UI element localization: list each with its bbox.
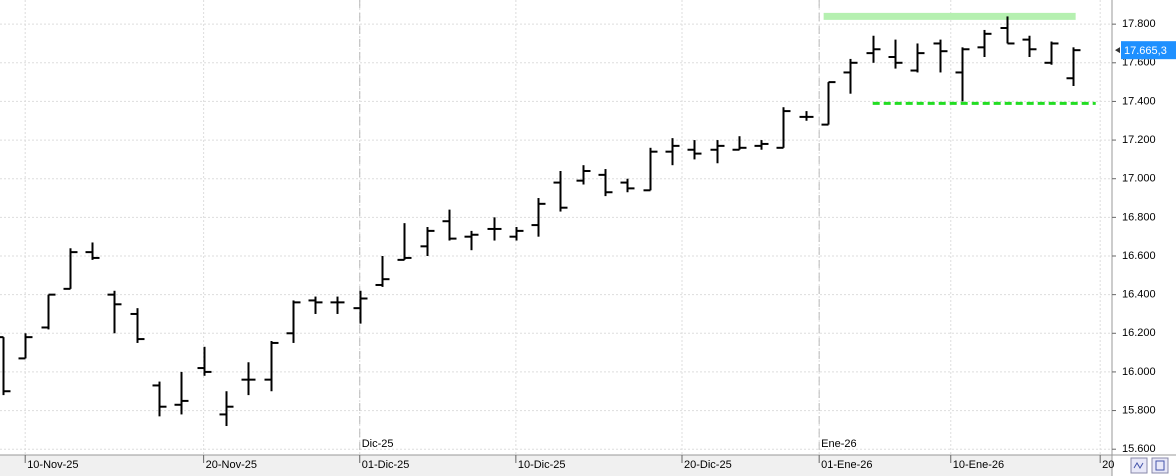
x-tick-label: 20 <box>1102 459 1114 471</box>
x-tick-label: 01-Dic-25 <box>362 459 410 471</box>
x-tick-label: 20-Dic-25 <box>684 459 732 471</box>
y-tick-label: 17.600 <box>1122 57 1156 69</box>
y-tick-label: 16.200 <box>1122 327 1156 339</box>
last-price-box <box>1121 41 1176 60</box>
last-price-pointer <box>1115 47 1120 54</box>
y-tick-label: 16.000 <box>1122 366 1156 378</box>
y-tick-label: 17.200 <box>1122 134 1156 146</box>
y-tick-label: 17.400 <box>1122 95 1156 107</box>
icon-glyph <box>1133 462 1144 469</box>
x-tick-label: 01-Ene-26 <box>821 459 872 471</box>
y-tick-label: 17.000 <box>1122 173 1156 185</box>
y-tick-label: 17.800 <box>1122 18 1156 30</box>
month-label: Dic-25 <box>362 438 394 450</box>
x-tick-label: 10-Ene-26 <box>953 459 1004 471</box>
last-price-label: 17.665,3 <box>1124 45 1167 57</box>
x-tick-label: 10-Nov-25 <box>27 459 78 471</box>
x-tick-label: 10-Dic-25 <box>518 459 566 471</box>
y-tick-label: 16.400 <box>1122 289 1156 301</box>
y-tick-label: 16.800 <box>1122 211 1156 223</box>
y-tick-label: 15.800 <box>1122 404 1156 416</box>
y-tick-label: 15.600 <box>1122 443 1156 455</box>
y-axis-bg <box>1112 0 1176 476</box>
x-axis-bg <box>0 455 1176 476</box>
y-tick-label: 16.600 <box>1122 250 1156 262</box>
month-label: Ene-26 <box>821 438 856 450</box>
x-tick-label: 20-Nov-25 <box>206 459 257 471</box>
icon-glyph <box>1155 460 1165 471</box>
icon-button[interactable] <box>1151 457 1169 474</box>
